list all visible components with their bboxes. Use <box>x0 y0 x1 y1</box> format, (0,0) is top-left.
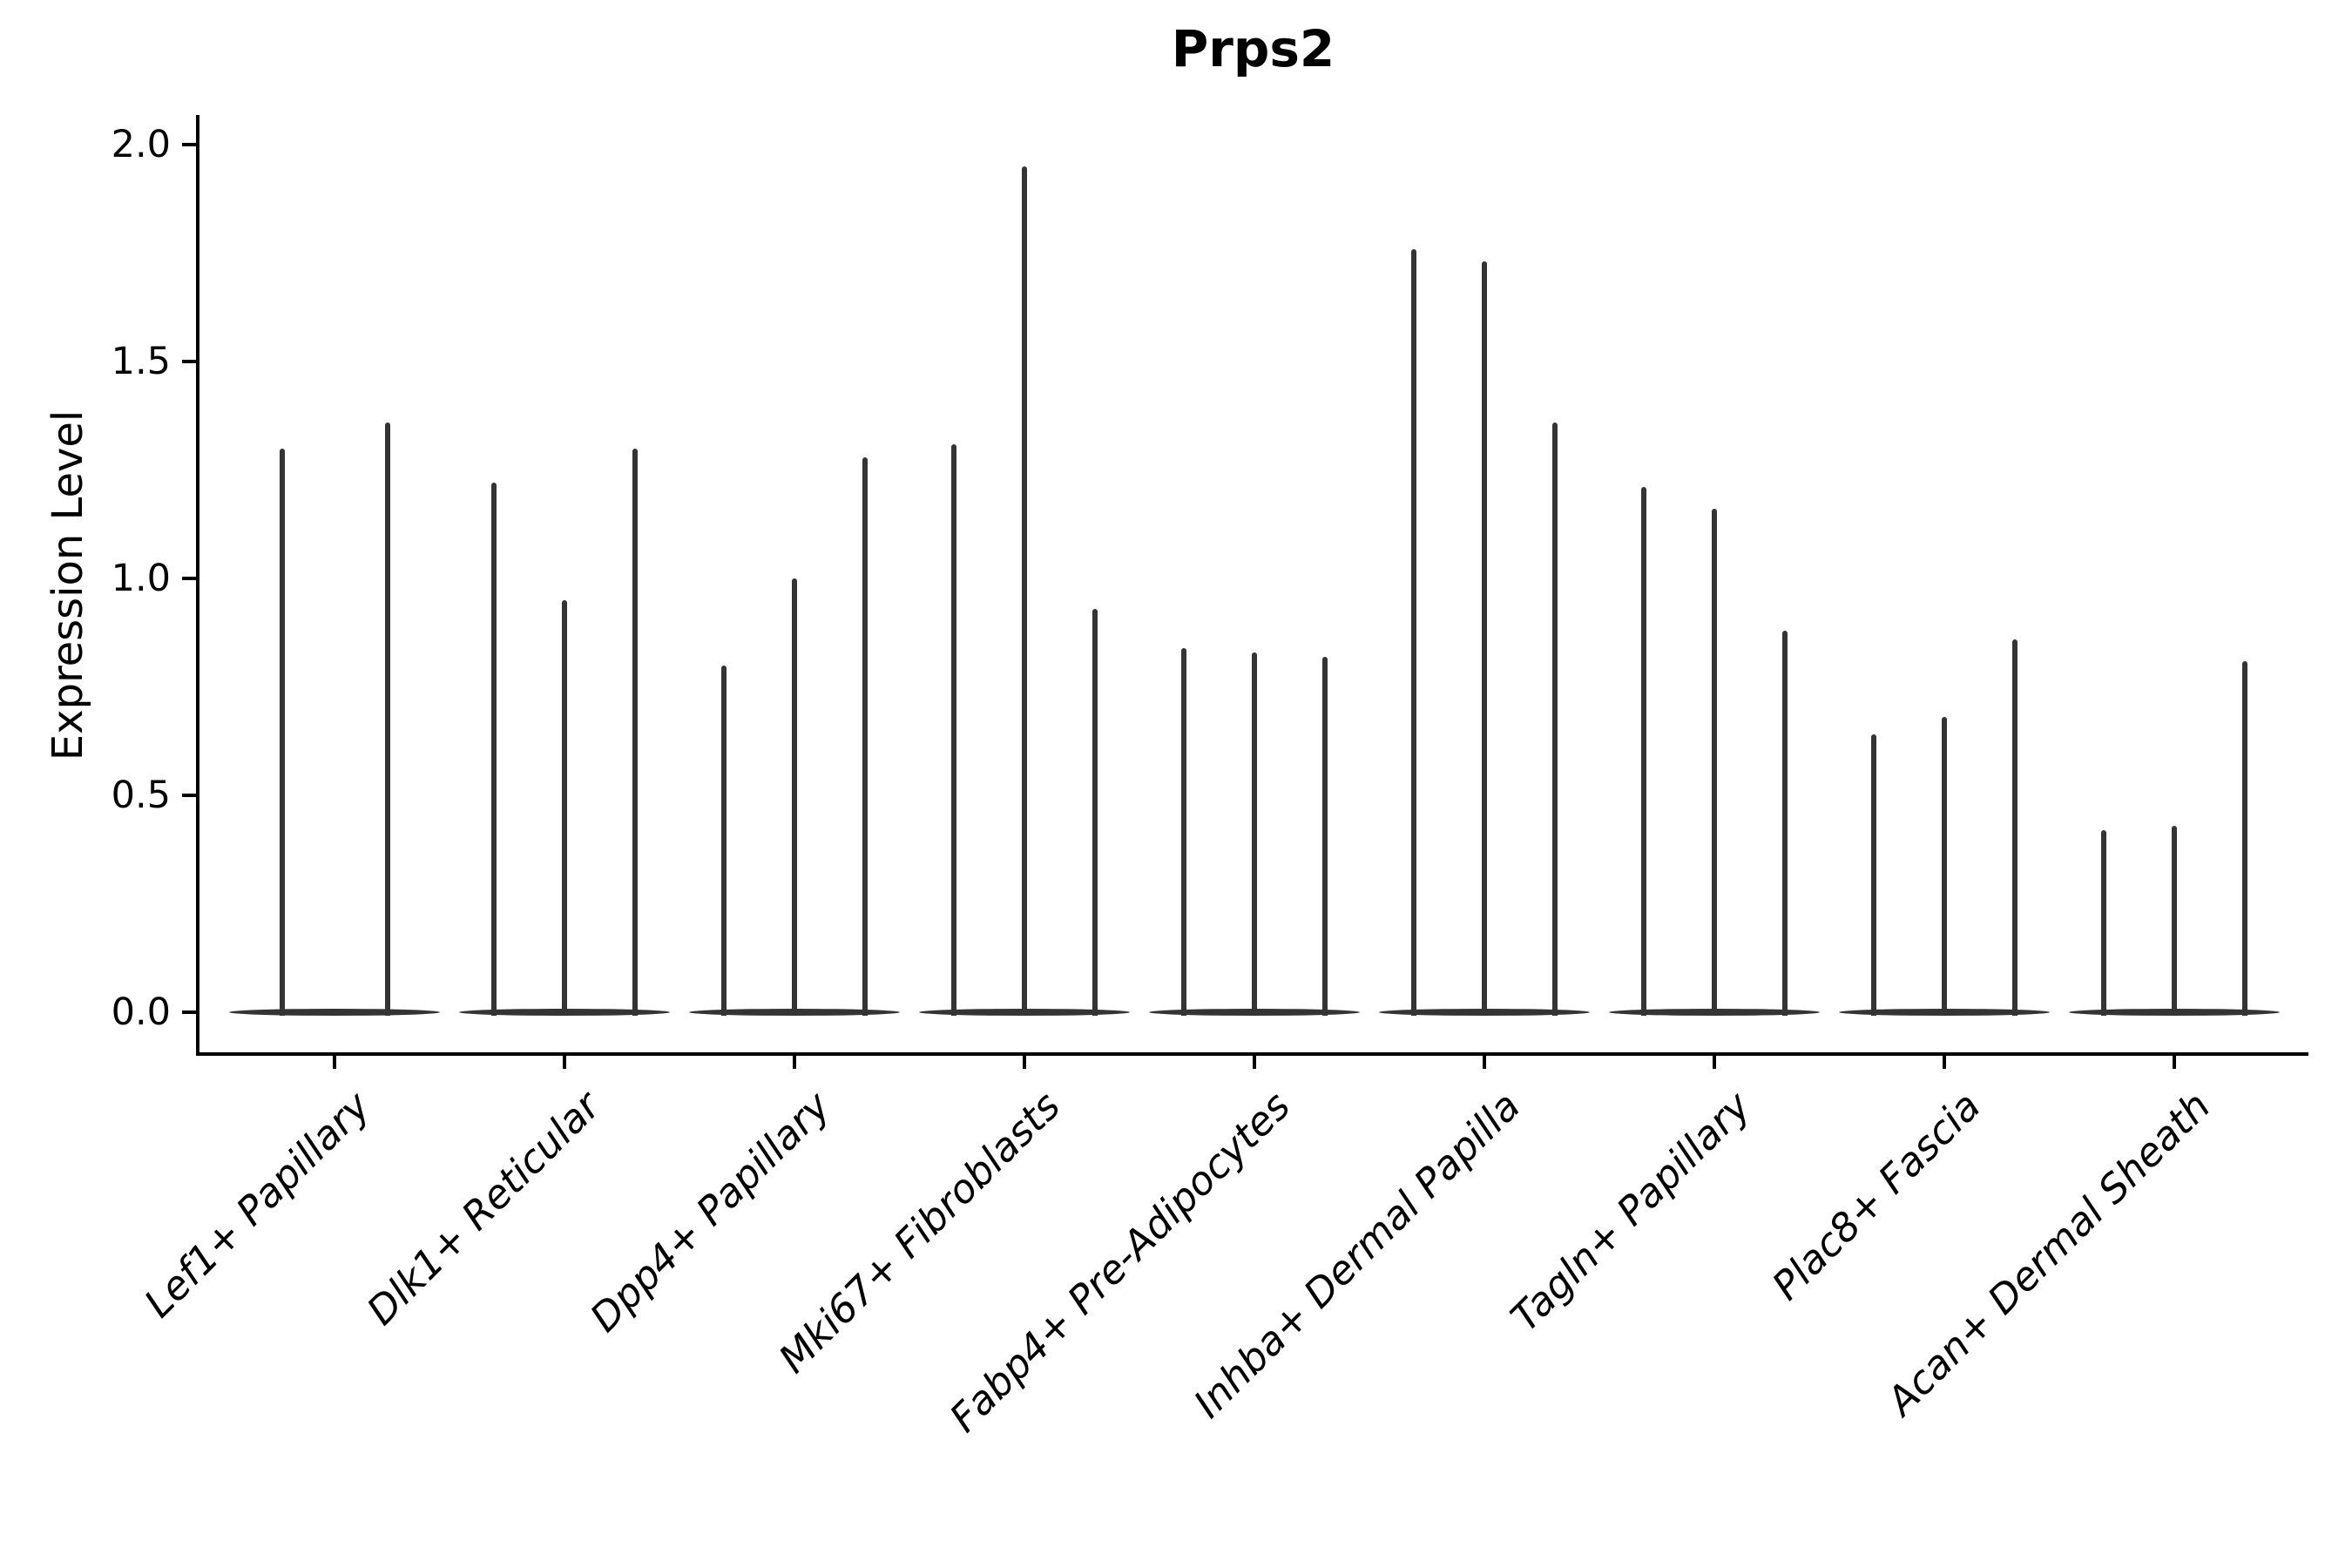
y-tick-mark <box>182 794 198 797</box>
violin-spike <box>2101 829 2107 1016</box>
chart-title: Prps2 <box>1171 19 1335 78</box>
violin-spike <box>384 422 390 1016</box>
violin-spike <box>1092 608 1098 1016</box>
violin-spike <box>1181 647 1187 1016</box>
violin-spike <box>2172 825 2177 1016</box>
violin-spike <box>2011 639 2017 1016</box>
violin-spike <box>279 448 285 1016</box>
y-axis-label: Expression Level <box>44 409 92 761</box>
violin-spike <box>1551 422 1558 1016</box>
violin-spike <box>491 483 497 1016</box>
violin-spike <box>1942 717 1947 1016</box>
violin-spike <box>1252 652 1257 1016</box>
violin-spike <box>1482 261 1487 1016</box>
violin-spike <box>1781 630 1788 1016</box>
x-tick-mark <box>333 1054 336 1069</box>
x-tick-mark <box>1943 1054 1946 1069</box>
x-tick-label: Lef1+ Papillary <box>135 1082 380 1327</box>
x-tick-mark <box>1483 1054 1486 1069</box>
violin-spike <box>562 599 567 1016</box>
violin-spike <box>862 456 868 1016</box>
violin-spike <box>792 578 797 1016</box>
x-tick-mark <box>1713 1054 1716 1069</box>
violin-spike <box>1022 166 1027 1016</box>
y-tick-mark <box>182 143 198 146</box>
violin-spike <box>1641 487 1647 1016</box>
violin-spike <box>1871 734 1877 1016</box>
x-tick-mark <box>563 1054 566 1069</box>
x-tick-mark <box>1253 1054 1256 1069</box>
violin-spike <box>1712 509 1717 1016</box>
y-tick-label: 0.5 <box>111 774 171 817</box>
violin-baseline <box>229 1009 440 1016</box>
x-tick-mark <box>1023 1054 1026 1069</box>
y-axis-spine <box>196 115 199 1056</box>
violin-spike <box>721 665 727 1016</box>
y-tick-mark <box>182 360 198 363</box>
y-tick-mark <box>182 577 198 580</box>
x-tick-label: Dpp4+ Papillary <box>581 1082 840 1342</box>
violin-spike <box>632 448 638 1016</box>
y-tick-label: 0.0 <box>111 990 171 1034</box>
y-tick-label: 1.0 <box>111 557 171 600</box>
x-axis-spine <box>196 1052 2308 1056</box>
y-tick-label: 2.0 <box>111 123 171 166</box>
x-tick-label: Plac8+ Fascia <box>1762 1082 1990 1309</box>
x-tick-label: Dlk1+ Reticular <box>357 1082 610 1335</box>
y-tick-label: 1.5 <box>111 340 171 383</box>
violin-spike <box>1411 248 1417 1016</box>
y-tick-mark <box>182 1010 198 1014</box>
x-tick-mark <box>793 1054 796 1069</box>
x-tick-mark <box>2173 1054 2176 1069</box>
violin-spike <box>951 443 957 1016</box>
violin-spike <box>1321 656 1328 1016</box>
violin-spike <box>2241 660 2247 1016</box>
x-tick-label: Tagln+ Papillary <box>1501 1082 1760 1341</box>
